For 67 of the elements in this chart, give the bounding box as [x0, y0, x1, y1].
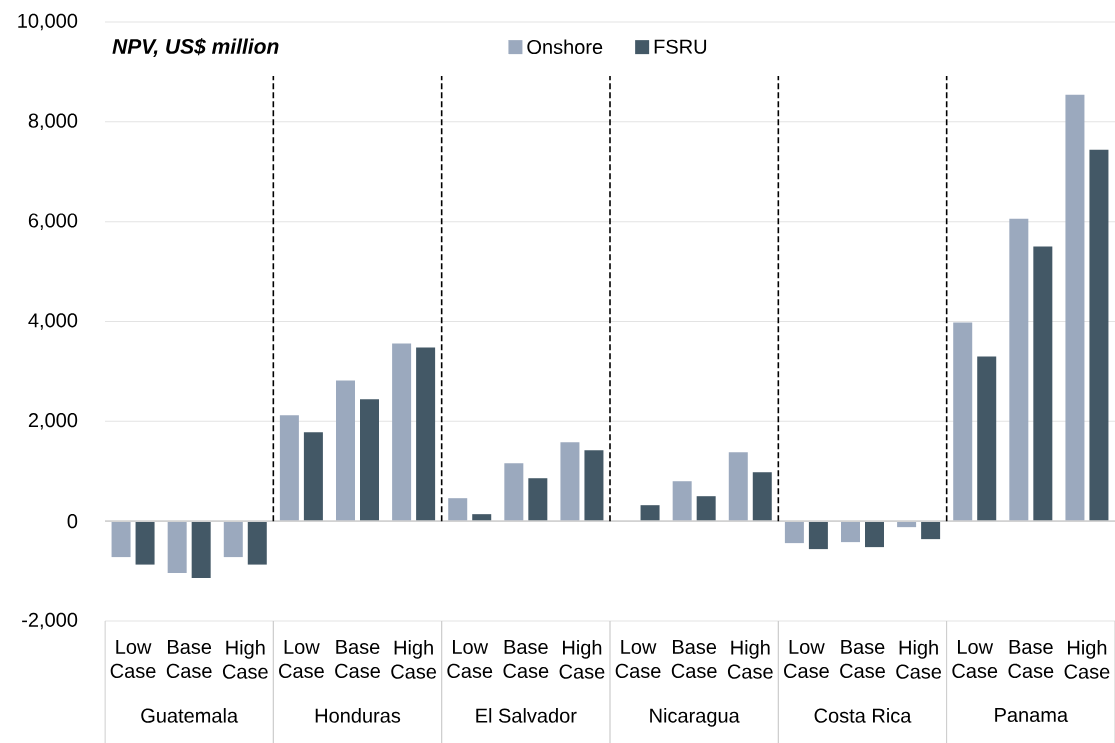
x-tick-label: Low Case: [447, 640, 493, 678]
bar: [841, 521, 860, 543]
bar: [1089, 149, 1109, 522]
bar: [672, 481, 692, 522]
bar: [752, 472, 772, 522]
x-tick-label: Base Case: [166, 640, 212, 678]
x-tick-label: Low Case: [279, 640, 324, 678]
y-tick-label: 2,000: [28, 413, 78, 430]
bar: [392, 343, 412, 522]
x-tick-label: High Case: [559, 640, 605, 679]
bar: [416, 347, 436, 522]
x-tick-label: High Case: [896, 640, 942, 679]
bar: [504, 463, 524, 522]
bar: [584, 450, 604, 522]
bar: [135, 521, 155, 565]
bar: [111, 521, 131, 558]
text: NPV, US$ million: [112, 38, 279, 57]
x-tick-label: High Case: [727, 640, 773, 679]
x-tick-label: Base Case: [671, 640, 717, 678]
x-tick-label: High Case: [1064, 640, 1110, 679]
bar: [528, 478, 548, 522]
x-tick-label: Base Case: [335, 640, 380, 678]
y-tick-label: 4,000: [28, 313, 78, 330]
text: Costa Rica: [814, 708, 912, 723]
legend-label: Onshore: [527, 39, 603, 55]
bar: [640, 505, 660, 522]
bar: [336, 380, 356, 522]
y-tick-label: 8,000: [28, 113, 78, 131]
x-tick-label: High Case: [391, 640, 437, 679]
text: Honduras: [315, 708, 401, 723]
x-tick-label: Low Case: [784, 640, 829, 678]
bar: [865, 521, 884, 548]
x-tick-label: Low Case: [615, 640, 661, 678]
bar: [303, 432, 323, 522]
bar: [921, 521, 941, 540]
bar: [696, 496, 716, 522]
bar: [247, 521, 267, 565]
bar: [784, 521, 804, 544]
text: Nicaragua: [650, 708, 740, 727]
y-tick-label: 6,000: [28, 213, 78, 230]
bar: [448, 498, 468, 522]
bar: [1009, 218, 1029, 522]
x-tick-label: Low Case: [952, 640, 998, 678]
text: El Salvador: [476, 708, 577, 723]
bar: [1065, 94, 1085, 522]
x-tick-label: Base Case: [840, 640, 885, 678]
y-tick-label: 0: [67, 514, 78, 529]
bar: [191, 521, 211, 579]
x-tick-label: Base Case: [503, 640, 549, 678]
bar: [360, 399, 379, 522]
bar: [560, 442, 580, 522]
y-tick-label: -2,000: [22, 612, 78, 630]
x-tick-label: Low Case: [110, 640, 156, 678]
text: Guatemala: [141, 708, 239, 723]
y-tick-label: 10,000: [18, 13, 78, 31]
x-tick-label: Base Case: [1008, 640, 1054, 678]
bar: [977, 356, 997, 522]
bar: [808, 521, 828, 550]
bar: [223, 521, 243, 558]
bar: [953, 322, 973, 522]
x-tick-label: High Case: [222, 640, 268, 679]
text: Panama: [995, 708, 1069, 722]
bar: [728, 452, 748, 522]
bar: [1033, 246, 1053, 522]
legend-label: FSRU: [654, 39, 707, 54]
bar: [279, 415, 299, 522]
bar: [167, 521, 187, 574]
